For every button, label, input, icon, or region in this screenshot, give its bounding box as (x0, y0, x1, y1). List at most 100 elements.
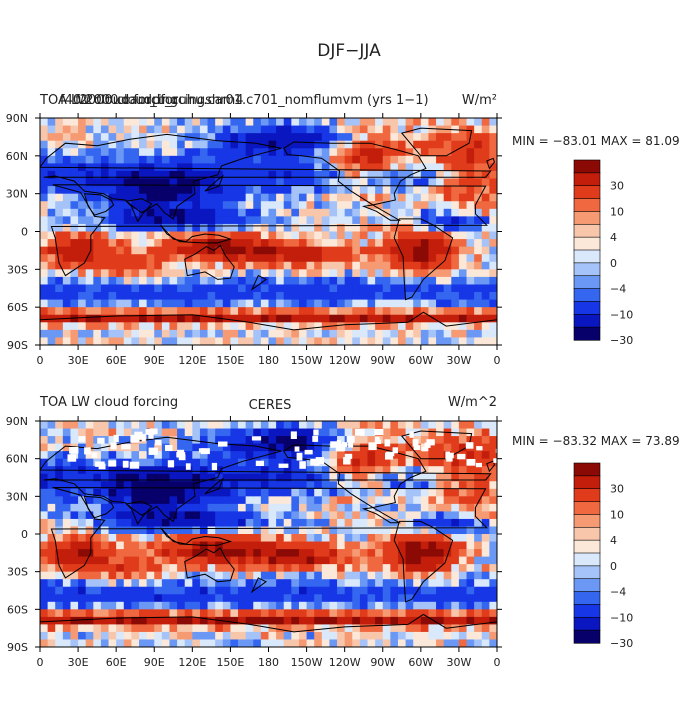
field-cell (489, 193, 497, 202)
field-cell (298, 186, 308, 195)
field-cell (397, 481, 407, 490)
missing-cell (315, 457, 325, 464)
field-cell (306, 140, 315, 149)
field-cell (62, 261, 72, 270)
field-cell (260, 616, 270, 625)
field-cell (489, 254, 497, 263)
field-cell (466, 609, 475, 618)
field-cell (55, 284, 64, 293)
field-cell (352, 496, 361, 505)
field-cell (375, 299, 384, 308)
field-cell (238, 284, 247, 293)
field-cell (161, 208, 171, 217)
field-cell (161, 133, 171, 142)
field-cell (230, 609, 239, 618)
field-cell (451, 549, 460, 558)
field-cell (169, 140, 178, 149)
field-cell (245, 223, 254, 233)
field-cell (70, 609, 79, 618)
missing-cell (465, 442, 474, 449)
field-cell (276, 556, 285, 565)
x-tick-label: 30E (68, 656, 89, 669)
field-cell (116, 118, 125, 127)
field-cell (215, 322, 224, 331)
field-cell (283, 170, 292, 180)
field-cell (329, 488, 338, 497)
field-cell (161, 314, 171, 323)
field-cell (413, 556, 422, 565)
field-cell (306, 269, 315, 278)
field-cell (169, 337, 178, 345)
field-cell (116, 458, 125, 467)
field-cell (291, 246, 300, 255)
field-cell (139, 223, 148, 233)
field-cell (253, 284, 262, 293)
field-cell (283, 511, 292, 520)
field-cell (359, 549, 369, 558)
field-cell (108, 421, 117, 430)
field-cell (93, 564, 102, 573)
field-cell (268, 534, 277, 543)
field-cell (253, 443, 262, 452)
field-cell (222, 329, 232, 339)
field-cell (352, 201, 361, 210)
field-cell (222, 601, 232, 610)
field-cell (283, 586, 292, 595)
field-cell (93, 451, 102, 460)
field-cell (100, 549, 110, 558)
field-cell (298, 269, 308, 278)
field-cell (474, 488, 483, 497)
field-cell (78, 216, 87, 225)
field-cell (436, 284, 445, 293)
field-cell (199, 481, 209, 490)
field-cell (93, 269, 102, 278)
field-cell (451, 269, 460, 278)
field-cell (199, 307, 209, 316)
x-tick-label: 30E (68, 354, 89, 367)
field-cell (78, 631, 87, 641)
field-cell (443, 541, 452, 550)
field-cell (420, 451, 430, 460)
field-cell (306, 314, 315, 323)
field-cell (276, 239, 285, 248)
field-cell (352, 125, 361, 134)
field-cell (390, 254, 399, 263)
field-cell (443, 564, 452, 573)
field-cell (123, 631, 132, 641)
field-cell (207, 564, 216, 573)
field-cell (108, 571, 117, 580)
field-cell (428, 118, 437, 127)
field-cell (184, 616, 193, 625)
field-cell (329, 511, 338, 520)
field-cell (291, 503, 300, 512)
field-cell (283, 451, 292, 460)
field-cell (131, 518, 140, 528)
field-cell (276, 284, 285, 293)
field-cell (458, 337, 468, 345)
field-cell (291, 421, 300, 430)
field-cell (466, 186, 475, 195)
field-cell (466, 511, 475, 520)
field-cell (78, 201, 87, 210)
field-cell (321, 541, 331, 550)
field-cell (306, 473, 315, 482)
field-cell (131, 451, 140, 460)
field-cell (451, 526, 460, 535)
field-cell (245, 436, 254, 445)
field-cell (436, 269, 445, 278)
field-cell (451, 299, 460, 308)
field-cell (466, 223, 475, 233)
field-cell (428, 155, 437, 164)
field-cell (382, 631, 391, 641)
field-cell (222, 284, 232, 293)
field-cell (184, 276, 193, 286)
field-cell (40, 428, 49, 437)
field-cell (238, 276, 247, 286)
field-cell (245, 458, 254, 467)
field-cell (367, 586, 376, 595)
field-cell (123, 170, 132, 180)
field-cell (291, 451, 300, 460)
field-cell (78, 314, 87, 323)
field-cell (474, 276, 483, 286)
field-cell (268, 299, 277, 308)
